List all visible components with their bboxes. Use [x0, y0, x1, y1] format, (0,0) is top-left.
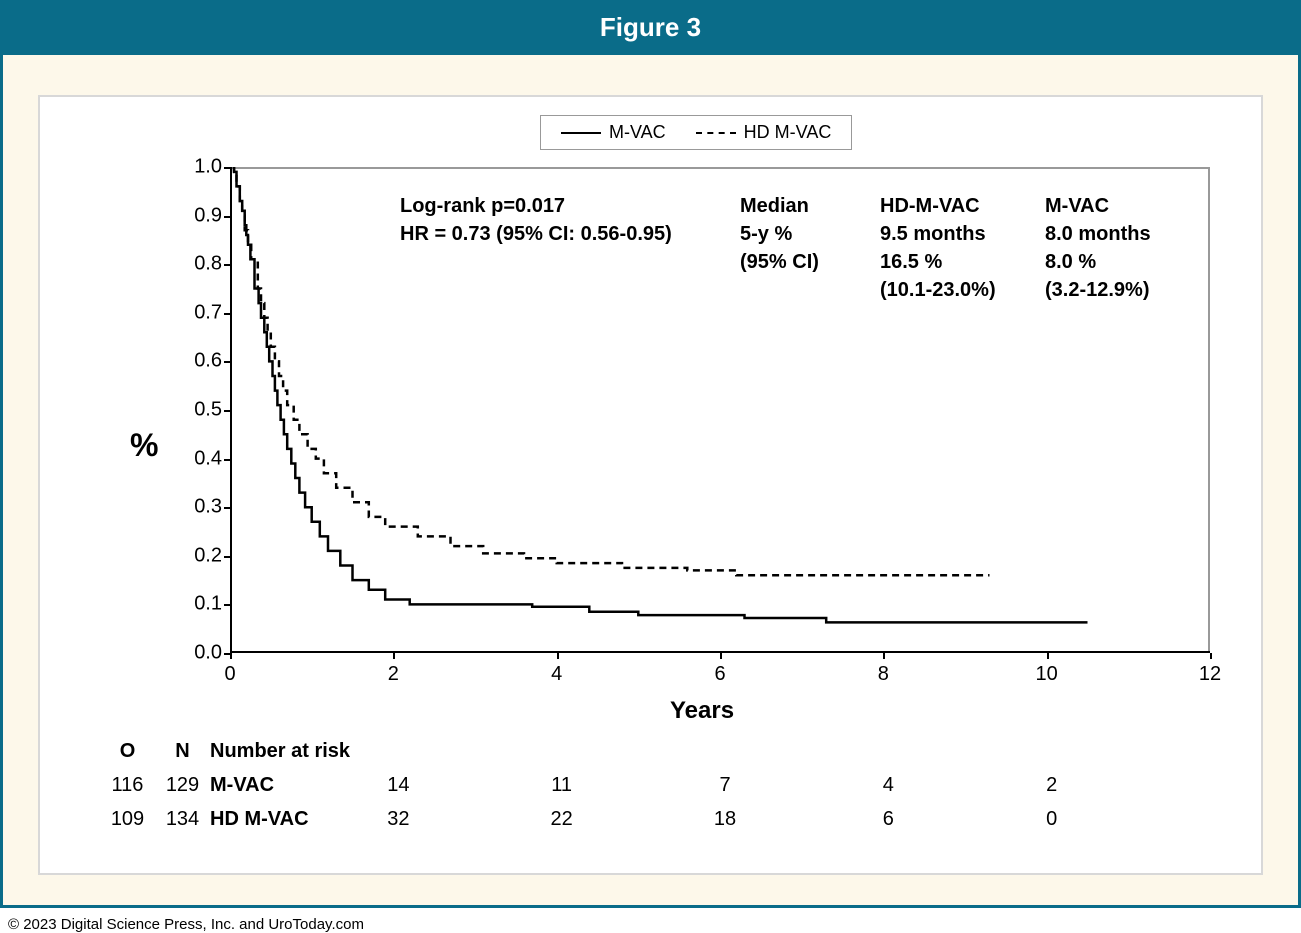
risk-value: 22 [542, 808, 582, 831]
ytick-label: 0.6 [194, 350, 222, 373]
ytick-mark [224, 313, 230, 315]
risk-cell: Number at risk [210, 740, 380, 763]
ytick-label: 0.7 [194, 301, 222, 324]
stat-line: 8.0 % [1045, 248, 1151, 276]
risk-value: 11 [542, 774, 582, 797]
xtick-label: 0 [224, 663, 235, 686]
risk-value: 6 [868, 808, 908, 831]
xtick-mark [230, 653, 232, 659]
ytick-mark [224, 459, 230, 461]
xtick-label: 8 [878, 663, 889, 686]
ytick-label: 0.2 [194, 544, 222, 567]
xtick-mark [1047, 653, 1049, 659]
stat-line: (3.2-12.9%) [1045, 276, 1151, 304]
figure-title: Figure 3 [0, 0, 1301, 55]
legend-label-hdmvac: HD M-VAC [744, 122, 832, 143]
copyright-text: © 2023 Digital Science Press, Inc. and U… [0, 908, 1301, 933]
risk-value: 32 [378, 808, 418, 831]
figure-container: Figure 3 M-VAC HD M-VAC % Years [0, 0, 1301, 933]
ytick-mark [224, 604, 230, 606]
risk-row: 109134HD M-VAC32221860 [100, 805, 380, 833]
risk-table: ONNumber at risk 116129M-VAC1411742 109134… [100, 737, 380, 839]
risk-value: 7 [705, 774, 745, 797]
risk-value: 0 [1032, 808, 1072, 831]
ytick-mark [224, 410, 230, 412]
xtick-label: 2 [388, 663, 399, 686]
stat-line: 8.0 months [1045, 220, 1151, 248]
ytick-label: 0.3 [194, 496, 222, 519]
xtick-label: 10 [1036, 663, 1058, 686]
stat-line: 16.5 % [880, 248, 996, 276]
risk-cell: HD M-VAC [210, 808, 340, 831]
stat-line: M-VAC [1045, 192, 1151, 220]
ytick-mark [224, 556, 230, 558]
outer-frame: M-VAC HD M-VAC % Years [0, 55, 1301, 908]
stat-line: 9.5 months [880, 220, 996, 248]
stat-line: (10.1-23.0%) [880, 276, 996, 304]
risk-value: 2 [1032, 774, 1072, 797]
legend-line-solid [561, 132, 601, 134]
ytick-label: 0.5 [194, 399, 222, 422]
stats-mvac-col: M-VAC 8.0 months 8.0 % (3.2-12.9%) [1045, 192, 1151, 304]
risk-cell: O [100, 740, 155, 763]
stats-hdmvac-col: HD-M-VAC 9.5 months 16.5 % (10.1-23.0%) [880, 192, 996, 304]
y-axis-label: % [130, 427, 158, 464]
ytick-label: 0.4 [194, 447, 222, 470]
xtick-mark [557, 653, 559, 659]
xtick-label: 12 [1199, 663, 1221, 686]
xtick-mark [393, 653, 395, 659]
stat-line: HR = 0.73 (95% CI: 0.56-0.95) [400, 220, 672, 248]
xtick-label: 4 [551, 663, 562, 686]
plot-area: Log-rank p=0.017 HR = 0.73 (95% CI: 0.56… [210, 167, 1210, 707]
stats-logrank: Log-rank p=0.017 HR = 0.73 (95% CI: 0.56… [400, 192, 672, 248]
risk-cell: N [155, 740, 210, 763]
legend-item-hdmvac: HD M-VAC [696, 122, 832, 143]
ytick-label: 0.8 [194, 253, 222, 276]
legend-label-mvac: M-VAC [609, 122, 666, 143]
ytick-label: 0.9 [194, 204, 222, 227]
risk-row: ONNumber at risk [100, 737, 380, 765]
ytick-mark [224, 264, 230, 266]
risk-cell: 134 [155, 808, 210, 831]
stat-line: Median [740, 192, 819, 220]
risk-cell: M-VAC [210, 774, 340, 797]
stat-line: HD-M-VAC [880, 192, 996, 220]
ytick-label: 0.0 [194, 642, 222, 665]
risk-cell: 129 [155, 774, 210, 797]
xtick-mark [883, 653, 885, 659]
xtick-label: 6 [714, 663, 725, 686]
legend-line-dashed [696, 132, 736, 134]
legend-item-mvac: M-VAC [561, 122, 666, 143]
ytick-label: 1.0 [194, 156, 222, 179]
xtick-mark [1210, 653, 1212, 659]
stat-line: Log-rank p=0.017 [400, 192, 672, 220]
ytick-mark [224, 507, 230, 509]
risk-value: 14 [378, 774, 418, 797]
risk-value: 18 [705, 808, 745, 831]
xtick-mark [720, 653, 722, 659]
legend: M-VAC HD M-VAC [540, 115, 852, 150]
stats-median-hdr: Median 5-y % (95% CI) [740, 192, 819, 276]
risk-cell: 109 [100, 808, 155, 831]
ytick-mark [224, 167, 230, 169]
risk-row: 116129M-VAC1411742 [100, 771, 380, 799]
ytick-label: 0.1 [194, 593, 222, 616]
stat-line: 5-y % [740, 220, 819, 248]
ytick-mark [224, 216, 230, 218]
chart-panel: M-VAC HD M-VAC % Years [38, 95, 1263, 875]
stat-line: (95% CI) [740, 248, 819, 276]
risk-value: 4 [868, 774, 908, 797]
ytick-mark [224, 361, 230, 363]
risk-cell: 116 [100, 774, 155, 797]
